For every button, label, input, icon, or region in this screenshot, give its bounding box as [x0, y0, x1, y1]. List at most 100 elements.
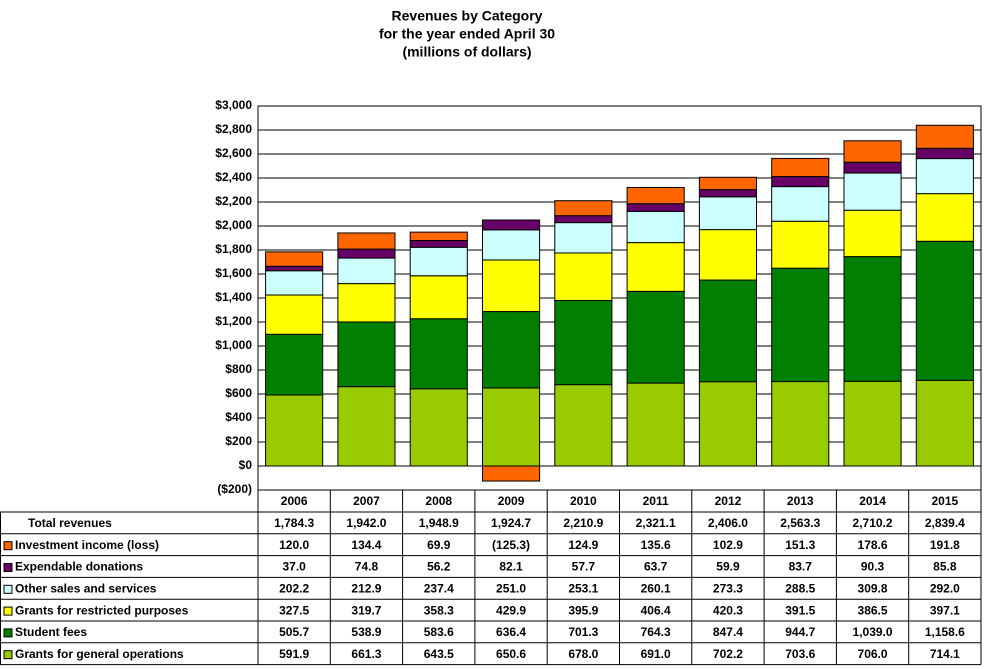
table-cell: 90.3 [861, 560, 885, 574]
table-cell: 327.5 [279, 603, 309, 617]
bar-segment [337, 257, 396, 285]
y-tick-label: $2,400 [215, 170, 252, 184]
bar-segment [265, 333, 324, 396]
bar-segment [843, 256, 902, 382]
table-cell: 703.6 [785, 647, 815, 661]
bar-segment [843, 140, 902, 163]
bar-segment [554, 215, 613, 224]
table-cell: 702.2 [713, 647, 743, 661]
table-cell: (125.3) [492, 538, 530, 552]
bar-segment [626, 242, 685, 292]
legend-swatch [3, 563, 13, 572]
table-cell: 1,948.9 [419, 516, 459, 530]
bar-segment [337, 283, 396, 323]
bar-segment [481, 387, 541, 467]
table-cell: 212.9 [351, 581, 381, 595]
table-cell: 309.8 [858, 581, 888, 595]
table-cell: 386.5 [858, 603, 888, 617]
bar-segment [915, 240, 974, 381]
table-cell: 2,839.4 [925, 516, 965, 530]
table-cell: 2,321.1 [636, 516, 676, 530]
table-cell: 74.8 [355, 560, 379, 574]
bar-segment [698, 176, 758, 191]
table-cell: 583.6 [424, 625, 454, 639]
row-label: Grants for restricted purposes [15, 603, 189, 617]
table-cell: 1,039.0 [853, 625, 893, 639]
table-cell: 678.0 [568, 647, 598, 661]
table-cell: 429.9 [496, 603, 526, 617]
y-tick-label: $600 [225, 386, 252, 400]
table-cell: 120.0 [279, 538, 309, 552]
bar-segment [771, 381, 830, 467]
y-tick-label: $2,000 [215, 218, 252, 232]
table-cell: 251.0 [496, 581, 526, 595]
bar-segment [481, 465, 541, 482]
table-cell: 650.6 [496, 647, 526, 661]
row-label: Other sales and services [15, 581, 157, 595]
y-tick-label: $1,000 [215, 338, 252, 352]
bar-segment [915, 124, 974, 149]
table-cell: 124.9 [568, 538, 598, 552]
bar-segment [481, 259, 541, 313]
bar-segment [915, 158, 974, 195]
bar-segment [771, 157, 830, 178]
bar-segment [843, 380, 902, 467]
bar-segment [698, 381, 758, 467]
table-cell: 397.1 [930, 603, 960, 617]
bar-segment [337, 321, 396, 388]
bar-segment [771, 176, 830, 188]
bar-segment [554, 252, 613, 301]
row-label: Total revenues [28, 516, 112, 530]
table-cell: 643.5 [424, 647, 454, 661]
x-tick-label: 2012 [715, 494, 742, 508]
table-cell: 591.9 [279, 647, 309, 661]
bar-segment [843, 161, 902, 174]
bar-segment [915, 147, 974, 160]
table-cell: 202.2 [279, 581, 309, 595]
y-tick-label: $0 [239, 458, 253, 472]
table-cell: 847.4 [713, 625, 743, 639]
x-tick-label: 2008 [425, 494, 452, 508]
table-cell: 358.3 [424, 603, 454, 617]
legend-swatch [3, 584, 13, 594]
bar-segment [337, 386, 396, 467]
table-cell: 134.4 [351, 538, 381, 552]
table-cell: 151.3 [785, 538, 815, 552]
bar-segment [265, 294, 324, 335]
table-cell: 1,942.0 [346, 516, 386, 530]
table-cell: 2,563.3 [780, 516, 820, 530]
table-cell: 56.2 [427, 560, 451, 574]
y-tick-label: ($200) [217, 482, 252, 496]
bar-segment [771, 267, 830, 383]
table-cell: 319.7 [351, 603, 381, 617]
table-cell: 1,158.6 [925, 625, 965, 639]
x-tick-label: 2015 [931, 494, 958, 508]
table-cell: 2,710.2 [853, 516, 893, 530]
bar-segment [626, 290, 685, 384]
y-tick-label: $1,800 [215, 242, 252, 256]
y-tick-label: $3,000 [215, 98, 252, 112]
table-cell: 538.9 [351, 625, 381, 639]
bar-segment [698, 229, 758, 281]
bar-segment [843, 209, 902, 258]
bar-segment [915, 193, 974, 242]
bar-segment [554, 299, 613, 386]
y-tick-label: $2,200 [215, 194, 252, 208]
bar-segment [698, 279, 758, 383]
y-tick-label: $400 [225, 410, 252, 424]
table-cell: 292.0 [930, 581, 960, 595]
y-tick-label: $200 [225, 434, 252, 448]
x-tick-label: 2010 [570, 494, 597, 508]
legend-swatch [3, 541, 13, 551]
table-cell: 395.9 [568, 603, 598, 617]
x-tick-label: 2007 [353, 494, 380, 508]
table-cell: 691.0 [641, 647, 671, 661]
y-tick-label: $2,600 [215, 146, 252, 160]
table-cell: 260.1 [641, 581, 671, 595]
bar-segment [265, 270, 324, 296]
table-cell: 714.1 [930, 647, 960, 661]
table-cell: 69.9 [427, 538, 451, 552]
chart-title: Revenues by Category [392, 8, 543, 24]
bar-segment [626, 210, 685, 244]
table-cell: 59.9 [716, 560, 740, 574]
